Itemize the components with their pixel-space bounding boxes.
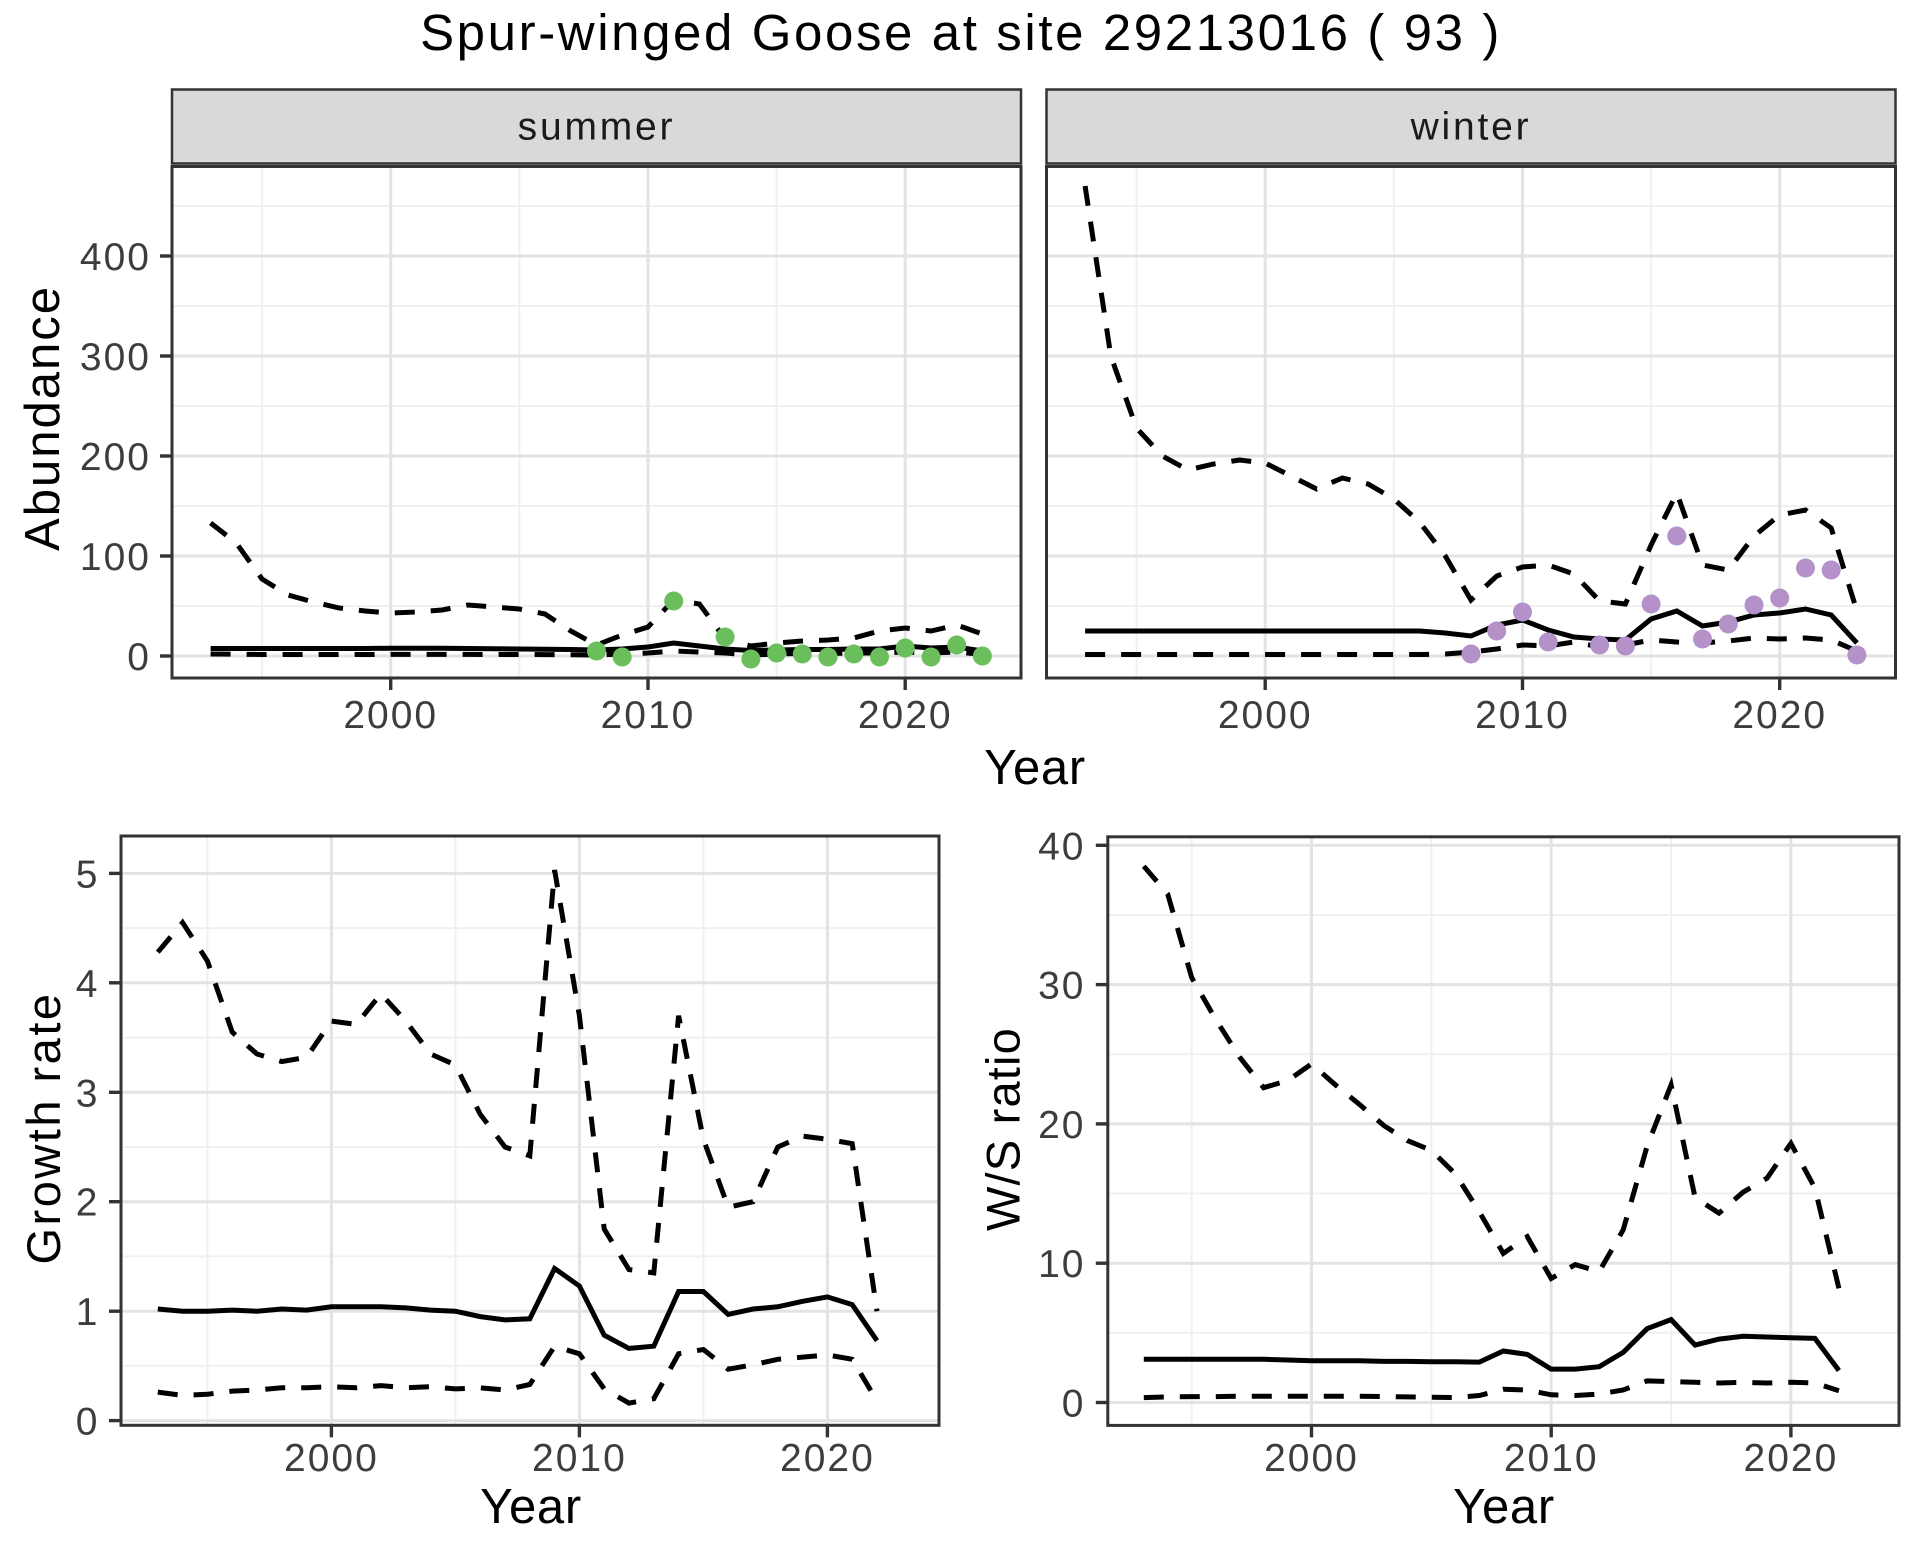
svg-text:2000: 2000 [343, 694, 438, 737]
svg-text:1: 1 [76, 1291, 100, 1334]
svg-text:Year: Year [984, 741, 1086, 795]
svg-text:2000: 2000 [1218, 694, 1313, 737]
svg-text:4: 4 [76, 963, 100, 1006]
svg-text:Year: Year [480, 1480, 582, 1534]
svg-text:2020: 2020 [780, 1437, 875, 1480]
svg-text:2010: 2010 [1475, 694, 1570, 737]
svg-text:summer: summer [518, 106, 676, 149]
svg-text:2020: 2020 [858, 694, 953, 737]
svg-text:40: 40 [1038, 825, 1085, 868]
svg-text:2: 2 [76, 1182, 100, 1225]
svg-text:100: 100 [80, 536, 151, 579]
svg-text:400: 400 [80, 236, 151, 279]
svg-text:2020: 2020 [1732, 694, 1827, 737]
svg-text:0: 0 [1062, 1383, 1086, 1426]
svg-text:Growth rate: Growth rate [17, 991, 70, 1264]
svg-text:200: 200 [80, 436, 151, 479]
svg-text:Spur-winged Goose at site 2921: Spur-winged Goose at site 29213016 ( 93 … [420, 4, 1502, 61]
svg-text:Abundance: Abundance [16, 285, 70, 551]
svg-text:0: 0 [76, 1401, 100, 1444]
svg-text:2010: 2010 [532, 1437, 627, 1480]
svg-text:W/S ratio: W/S ratio [977, 1027, 1030, 1231]
svg-text:300: 300 [80, 336, 151, 379]
svg-text:2010: 2010 [601, 694, 696, 737]
svg-text:2000: 2000 [1264, 1437, 1359, 1480]
svg-text:Year: Year [1453, 1480, 1555, 1534]
svg-text:2010: 2010 [1504, 1437, 1599, 1480]
svg-text:10: 10 [1038, 1243, 1085, 1286]
svg-text:5: 5 [76, 853, 100, 896]
svg-text:20: 20 [1038, 1104, 1085, 1147]
svg-text:2020: 2020 [1744, 1437, 1839, 1480]
svg-text:2000: 2000 [284, 1437, 379, 1480]
svg-text:winter: winter [1410, 106, 1532, 149]
svg-text:0: 0 [127, 636, 151, 679]
svg-text:30: 30 [1038, 965, 1085, 1008]
svg-text:3: 3 [76, 1072, 100, 1115]
